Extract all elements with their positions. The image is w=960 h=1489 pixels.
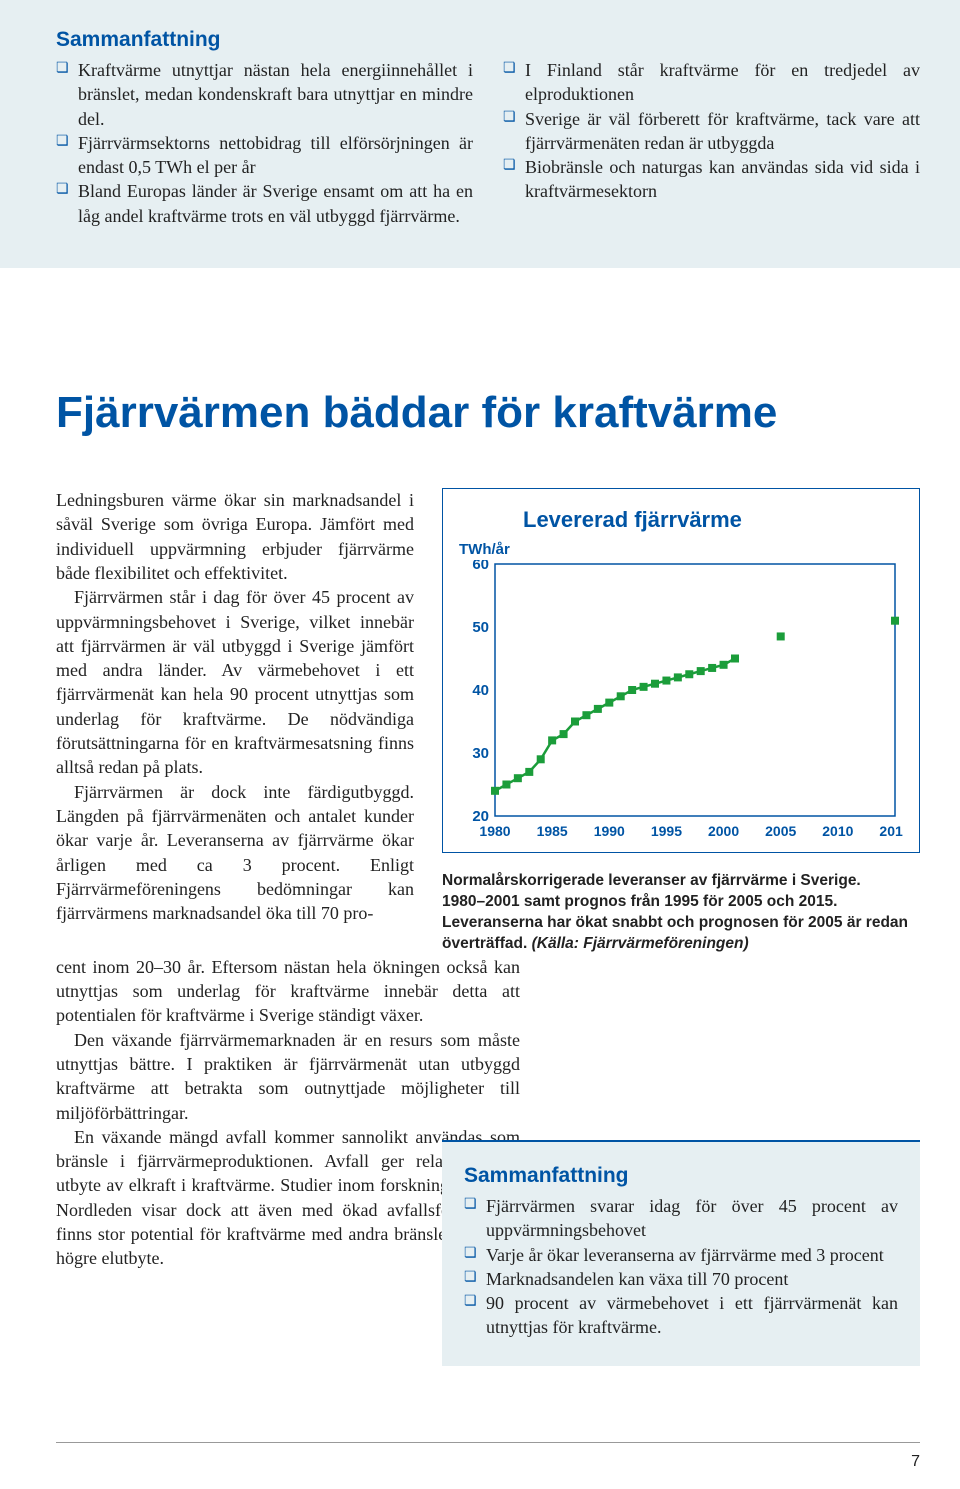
page-number: 7	[911, 1453, 920, 1471]
chart-caption: Normalårskorrigerade leveranser av fjärr…	[442, 871, 920, 955]
body-text-left: Ledningsburen värme ökar sin marknadsand…	[56, 488, 414, 955]
caption-source: (Källa: Fjärrvärmeföreningen)	[532, 935, 749, 952]
svg-text:50: 50	[472, 619, 489, 636]
chart-svg: 2030405060198019851990199520002005201020…	[463, 560, 903, 840]
bullet: Fjärrvärmsektorns nettobidrag till elför…	[56, 131, 473, 180]
chart-column: Levererad fjärrvärme TWh/år 203040506019…	[442, 488, 920, 955]
bullet: 90 procent av värmebehovet i ett fjärrvä…	[464, 1291, 898, 1340]
footer-rule	[56, 1442, 920, 1443]
chart-card: Levererad fjärrvärme TWh/år 203040506019…	[442, 488, 920, 853]
bullet: Fjärrvärmen svarar idag för över 45 proc…	[464, 1194, 898, 1243]
svg-text:1980: 1980	[479, 823, 510, 839]
svg-text:1985: 1985	[537, 823, 568, 839]
bullet: Sverige är väl förberett för kraftvärme,…	[503, 107, 920, 156]
main-heading: Fjärrvärmen bäddar för kraftvärme	[56, 388, 960, 438]
summary-col-right: I Finland står kraftvärme för en tredjed…	[503, 28, 920, 228]
svg-text:40: 40	[472, 682, 489, 699]
svg-text:30: 30	[472, 745, 489, 762]
summary-col-left: Sammanfattning Kraftvärme utnyttjar näst…	[56, 28, 473, 228]
svg-text:1990: 1990	[594, 823, 625, 839]
paragraph: Ledningsburen värme ökar sin marknadsand…	[56, 488, 414, 585]
bullet: Biobränsle och naturgas kan användas sid…	[503, 155, 920, 204]
chart-title: Levererad fjärrvärme	[523, 507, 903, 533]
svg-text:1995: 1995	[651, 823, 682, 839]
body-columns: Ledningsburen värme ökar sin marknadsand…	[0, 488, 960, 955]
svg-text:60: 60	[472, 560, 489, 573]
bullet: I Finland står kraftvärme för en tredjed…	[503, 58, 920, 107]
paragraph: Den växande fjärrvärmemarknaden är en re…	[56, 1028, 520, 1125]
paragraph: cent inom 20–30 år. Eftersom nästan hela…	[56, 955, 520, 1028]
summary-box-bottom: Sammanfattning Fjärrvärmen svarar idag f…	[442, 1140, 920, 1366]
summary-box-top: Sammanfattning Kraftvärme utnyttjar näst…	[0, 0, 960, 268]
svg-text:2015: 2015	[879, 823, 903, 839]
bullet: Bland Europas länder är Sverige ensamt o…	[56, 179, 473, 228]
caption-line: 1980–2001 samt prognos från 1995 för 200…	[442, 893, 837, 910]
chart-ylabel: TWh/år	[459, 541, 903, 558]
summary-title: Sammanfattning	[56, 28, 473, 52]
summary-list-left: Kraftvärme utnyttjar nästan hela energii…	[56, 58, 473, 228]
svg-text:2000: 2000	[708, 823, 739, 839]
svg-text:2005: 2005	[765, 823, 796, 839]
bullet: Marknadsandelen kan växa till 70 procent	[464, 1267, 898, 1291]
caption-line: Normalårskorrigerade leveranser av fjärr…	[442, 872, 861, 889]
svg-text:2010: 2010	[822, 823, 853, 839]
bullet: Kraftvärme utnyttjar nästan hela energii…	[56, 58, 473, 131]
paragraph: Fjärrvärmen är dock inte färdigutbyggd. …	[56, 780, 414, 926]
summary-list-bottom: Fjärrvärmen svarar idag för över 45 proc…	[464, 1194, 898, 1340]
bullet: Varje år ökar leveranserna av fjärrvärme…	[464, 1243, 898, 1267]
chart-area: 2030405060198019851990199520002005201020…	[463, 560, 903, 840]
summary-list-right: I Finland står kraftvärme för en tredjed…	[503, 58, 920, 204]
paragraph: Fjärrvärmen står i dag för över 45 proce…	[56, 585, 414, 779]
summary-title: Sammanfattning	[464, 1164, 898, 1188]
